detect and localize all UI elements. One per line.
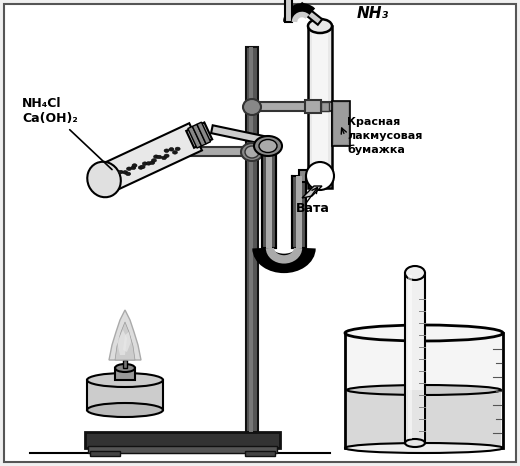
Ellipse shape xyxy=(245,146,259,158)
Polygon shape xyxy=(299,170,320,182)
Text: NH₃: NH₃ xyxy=(357,6,389,21)
Ellipse shape xyxy=(243,99,261,115)
Bar xyxy=(90,451,120,456)
Bar xyxy=(407,390,423,441)
Ellipse shape xyxy=(87,373,163,387)
Bar xyxy=(408,275,412,439)
Ellipse shape xyxy=(157,155,162,159)
Ellipse shape xyxy=(118,170,123,174)
Polygon shape xyxy=(284,0,292,22)
Bar xyxy=(115,368,135,380)
Bar xyxy=(405,273,425,443)
Ellipse shape xyxy=(254,136,282,156)
Polygon shape xyxy=(298,3,322,25)
Ellipse shape xyxy=(126,172,131,176)
Bar xyxy=(248,102,333,111)
Ellipse shape xyxy=(153,155,159,158)
Polygon shape xyxy=(186,123,212,148)
Bar xyxy=(262,148,272,155)
Bar xyxy=(249,47,253,432)
Ellipse shape xyxy=(175,147,180,151)
Bar xyxy=(150,147,250,156)
Bar xyxy=(246,47,258,432)
Bar xyxy=(292,176,306,248)
Bar xyxy=(332,101,350,146)
Ellipse shape xyxy=(347,385,501,395)
Ellipse shape xyxy=(164,154,169,158)
Ellipse shape xyxy=(164,149,169,152)
Bar xyxy=(123,360,127,368)
Ellipse shape xyxy=(405,439,425,447)
Ellipse shape xyxy=(115,364,135,372)
Ellipse shape xyxy=(140,165,145,169)
Ellipse shape xyxy=(151,159,157,162)
Ellipse shape xyxy=(123,171,127,174)
Ellipse shape xyxy=(169,148,174,151)
Ellipse shape xyxy=(173,151,177,154)
Ellipse shape xyxy=(142,162,147,165)
Ellipse shape xyxy=(306,162,334,190)
Bar xyxy=(87,380,163,410)
Ellipse shape xyxy=(150,161,154,164)
Ellipse shape xyxy=(138,166,144,169)
Bar xyxy=(347,389,501,447)
Bar xyxy=(262,148,276,248)
Bar xyxy=(88,446,277,453)
Polygon shape xyxy=(197,122,211,144)
Ellipse shape xyxy=(405,266,425,280)
Bar xyxy=(266,148,272,248)
Ellipse shape xyxy=(131,166,136,170)
Bar xyxy=(345,333,503,448)
Bar xyxy=(334,103,348,144)
Ellipse shape xyxy=(146,162,151,165)
Polygon shape xyxy=(192,124,206,146)
Text: NH₄Cl
Ca(OH)₂: NH₄Cl Ca(OH)₂ xyxy=(22,97,112,170)
Polygon shape xyxy=(211,125,269,145)
Bar xyxy=(321,102,329,111)
Text: Вата: Вата xyxy=(296,201,330,214)
Ellipse shape xyxy=(126,167,132,171)
Bar xyxy=(312,28,328,186)
Text: Красная
лакмусовая
бумажка: Красная лакмусовая бумажка xyxy=(347,116,422,155)
Polygon shape xyxy=(94,123,202,195)
Ellipse shape xyxy=(87,403,163,417)
Bar xyxy=(305,100,321,113)
Ellipse shape xyxy=(345,325,503,341)
Bar xyxy=(296,176,302,248)
Polygon shape xyxy=(123,332,131,352)
Ellipse shape xyxy=(132,164,137,167)
Bar xyxy=(85,432,280,448)
Ellipse shape xyxy=(345,443,503,453)
Bar xyxy=(245,451,275,456)
Ellipse shape xyxy=(241,143,263,161)
Polygon shape xyxy=(109,310,141,360)
Ellipse shape xyxy=(308,19,332,33)
Polygon shape xyxy=(117,330,127,355)
Ellipse shape xyxy=(162,156,166,159)
Ellipse shape xyxy=(87,162,121,197)
Bar xyxy=(308,26,332,188)
Polygon shape xyxy=(188,126,202,148)
Polygon shape xyxy=(115,322,135,360)
Polygon shape xyxy=(302,186,322,198)
Ellipse shape xyxy=(259,139,277,152)
